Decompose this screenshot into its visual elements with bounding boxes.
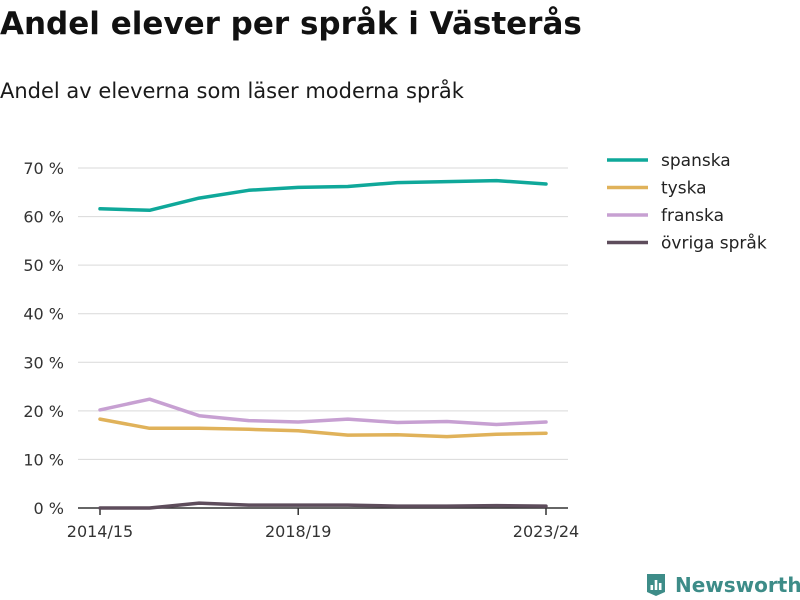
y-tick-label: 20 % (23, 402, 64, 421)
legend-label: spanska (661, 151, 731, 171)
series-lines (98, 178, 548, 510)
legend-label: franska (661, 206, 724, 226)
legend-label: tyska (661, 179, 707, 199)
x-tick-label: 2023/24 (513, 522, 579, 541)
series-line-övriga-språk (98, 501, 548, 510)
brand-name: Newsworthy (675, 573, 800, 597)
y-tick-label: 10 % (23, 450, 64, 469)
legend-label: övriga språk (661, 233, 767, 254)
chart-subtitle: Andel av eleverna som läser moderna språ… (0, 79, 464, 103)
y-axis-ticks: 0 % 10 % 20 % 30 % 40 % 50 % 60 % 70 % (23, 159, 64, 518)
y-tick-label: 0 % (34, 499, 64, 518)
brand-logo: Newsworthy (645, 570, 800, 600)
series-line-franska (98, 397, 548, 427)
x-tick-label: 2018/19 (265, 522, 331, 541)
series-line-spanska (98, 178, 548, 213)
y-tick-label: 50 % (23, 256, 64, 275)
bar-chart-logo-icon (647, 574, 665, 596)
y-tick-label: 40 % (23, 305, 64, 324)
grid-lines (78, 167, 568, 460)
y-tick-label: 30 % (23, 353, 64, 372)
chart-title: Andel elever per språk i Västerås (0, 6, 582, 42)
series-line-tyska (98, 417, 548, 439)
x-axis: 2014/15 2018/19 2023/24 (67, 507, 579, 541)
y-tick-label: 70 % (23, 159, 64, 178)
legend: spanska tyska franska övriga språk (607, 151, 767, 254)
y-tick-label: 60 % (23, 208, 64, 227)
x-tick-label: 2014/15 (67, 522, 133, 541)
